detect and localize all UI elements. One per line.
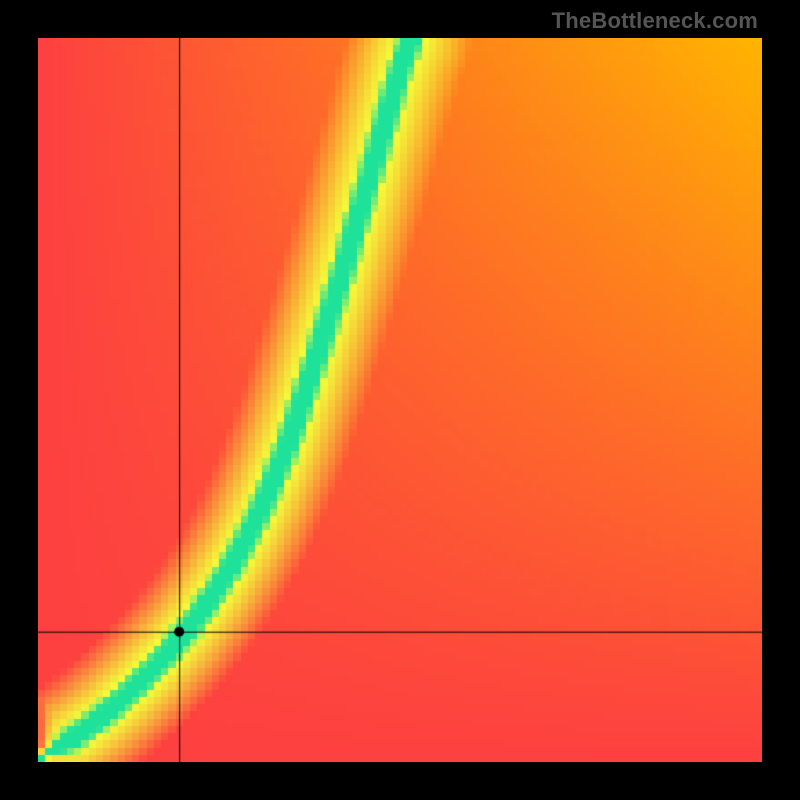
- watermark-text: TheBottleneck.com: [552, 8, 758, 34]
- heatmap-plot: [38, 38, 762, 762]
- heatmap-canvas: [38, 38, 762, 762]
